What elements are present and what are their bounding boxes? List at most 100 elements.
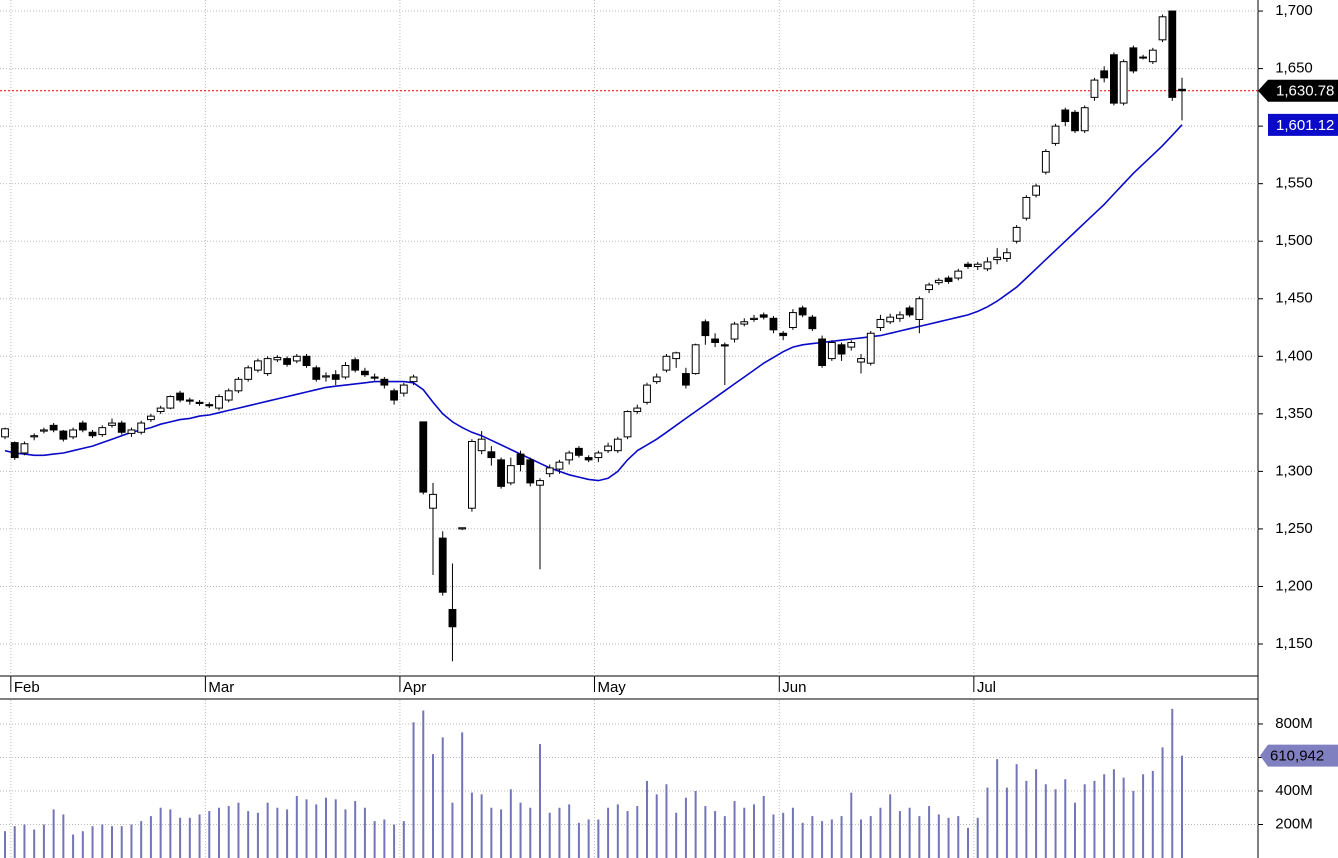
candle-body bbox=[147, 415, 155, 421]
volume-tag-bg bbox=[1260, 744, 1338, 767]
candle-body bbox=[195, 401, 204, 404]
candle-body bbox=[837, 344, 846, 355]
candle-body bbox=[234, 378, 243, 392]
candle-body bbox=[506, 465, 515, 484]
candle-body bbox=[536, 480, 544, 486]
candle-body bbox=[1110, 54, 1118, 104]
candle-body bbox=[944, 277, 953, 282]
candle-body bbox=[740, 321, 749, 325]
y-tick-label: 1,650 bbox=[1275, 60, 1313, 77]
candle-body bbox=[458, 527, 467, 530]
candle-body bbox=[769, 317, 778, 331]
candle-body bbox=[516, 453, 525, 465]
candle-body bbox=[1178, 88, 1186, 92]
candle-body bbox=[40, 429, 48, 432]
candle-body bbox=[964, 263, 972, 268]
candle-body bbox=[370, 376, 379, 379]
candle-body bbox=[594, 452, 603, 459]
candle-body bbox=[915, 298, 924, 320]
candle-body bbox=[137, 422, 146, 433]
candle-body bbox=[652, 376, 661, 383]
candle-body bbox=[711, 338, 719, 343]
candle-body bbox=[759, 314, 768, 318]
candle-body bbox=[701, 321, 710, 337]
y-tick-label: 1,550 bbox=[1275, 175, 1313, 192]
y-tick-label: 1,700 bbox=[1275, 2, 1313, 19]
y-tick-label: 1,400 bbox=[1275, 347, 1313, 364]
candle-body bbox=[263, 358, 272, 375]
candle-body bbox=[1090, 79, 1099, 98]
candle-body bbox=[361, 370, 369, 376]
x-tick-label: Feb bbox=[14, 679, 40, 696]
y-tick-label: 1,200 bbox=[1275, 577, 1313, 594]
candle-body bbox=[1071, 111, 1079, 132]
candle-body bbox=[117, 422, 126, 433]
candle-body bbox=[59, 430, 68, 440]
last-price-tag-bg bbox=[1258, 79, 1338, 102]
candle-body bbox=[633, 407, 642, 413]
candle-body bbox=[954, 270, 963, 279]
candle-body bbox=[779, 332, 788, 337]
candle-body bbox=[390, 390, 398, 401]
candle-body bbox=[49, 424, 58, 431]
candle-body bbox=[789, 312, 797, 329]
x-tick-label: Mar bbox=[208, 679, 234, 696]
candle-body bbox=[487, 451, 496, 459]
y-tick-label: 1,350 bbox=[1275, 405, 1313, 422]
candle-body bbox=[166, 396, 175, 409]
y-tick-label: 1,500 bbox=[1275, 232, 1313, 249]
candle-body bbox=[866, 332, 875, 364]
candle-body bbox=[925, 284, 933, 291]
ma-value-tag-bg bbox=[1268, 113, 1338, 136]
candle-body bbox=[857, 358, 865, 363]
candle-body bbox=[1080, 107, 1089, 132]
candle-body bbox=[215, 396, 223, 409]
volume-tag: 610,942 bbox=[1270, 748, 1324, 765]
candle-body bbox=[1012, 226, 1021, 242]
candle-body bbox=[224, 390, 233, 401]
candle-body bbox=[662, 355, 671, 371]
y-tick-label: 1,300 bbox=[1275, 462, 1313, 479]
candle-body bbox=[584, 457, 593, 461]
candle-body bbox=[1129, 47, 1138, 72]
candle-body bbox=[993, 256, 1002, 261]
candle-body bbox=[876, 318, 885, 329]
candle-body bbox=[934, 279, 943, 284]
candle-body bbox=[623, 411, 632, 438]
candle-body bbox=[1148, 49, 1157, 63]
candle-body bbox=[292, 355, 301, 362]
candle-body bbox=[69, 429, 77, 438]
candle-body bbox=[526, 459, 535, 484]
y-tick-label: 800M bbox=[1275, 715, 1313, 732]
candle-body bbox=[1051, 125, 1060, 144]
candle-body bbox=[108, 422, 116, 426]
candle-body bbox=[156, 407, 165, 413]
candle-body bbox=[98, 427, 107, 436]
candle-body bbox=[818, 338, 826, 367]
y-tick-label: 1,250 bbox=[1275, 520, 1313, 537]
candle-body bbox=[185, 399, 194, 402]
x-tick-label: May bbox=[597, 679, 626, 696]
candle-body bbox=[545, 467, 554, 475]
candle-body bbox=[10, 442, 19, 459]
candle-body bbox=[273, 356, 282, 361]
candle-body bbox=[341, 365, 350, 378]
candle-body bbox=[1032, 185, 1040, 196]
moving-average-line bbox=[4, 124, 1183, 482]
x-tick-label: Jul bbox=[977, 679, 996, 696]
candle-body bbox=[244, 367, 253, 380]
candle-body bbox=[497, 459, 505, 487]
candle-body bbox=[477, 438, 486, 452]
candle-body bbox=[691, 344, 700, 375]
candle-body bbox=[1003, 252, 1011, 259]
candle-body bbox=[176, 392, 184, 401]
candle-body bbox=[409, 376, 418, 383]
candle-body bbox=[88, 431, 97, 437]
candle-body bbox=[438, 537, 447, 593]
candle-body bbox=[399, 384, 408, 394]
last-price-tag: 1,630.78 bbox=[1276, 83, 1334, 100]
candle-body bbox=[827, 341, 836, 360]
candle-body bbox=[983, 261, 992, 270]
candle-body bbox=[205, 404, 214, 407]
